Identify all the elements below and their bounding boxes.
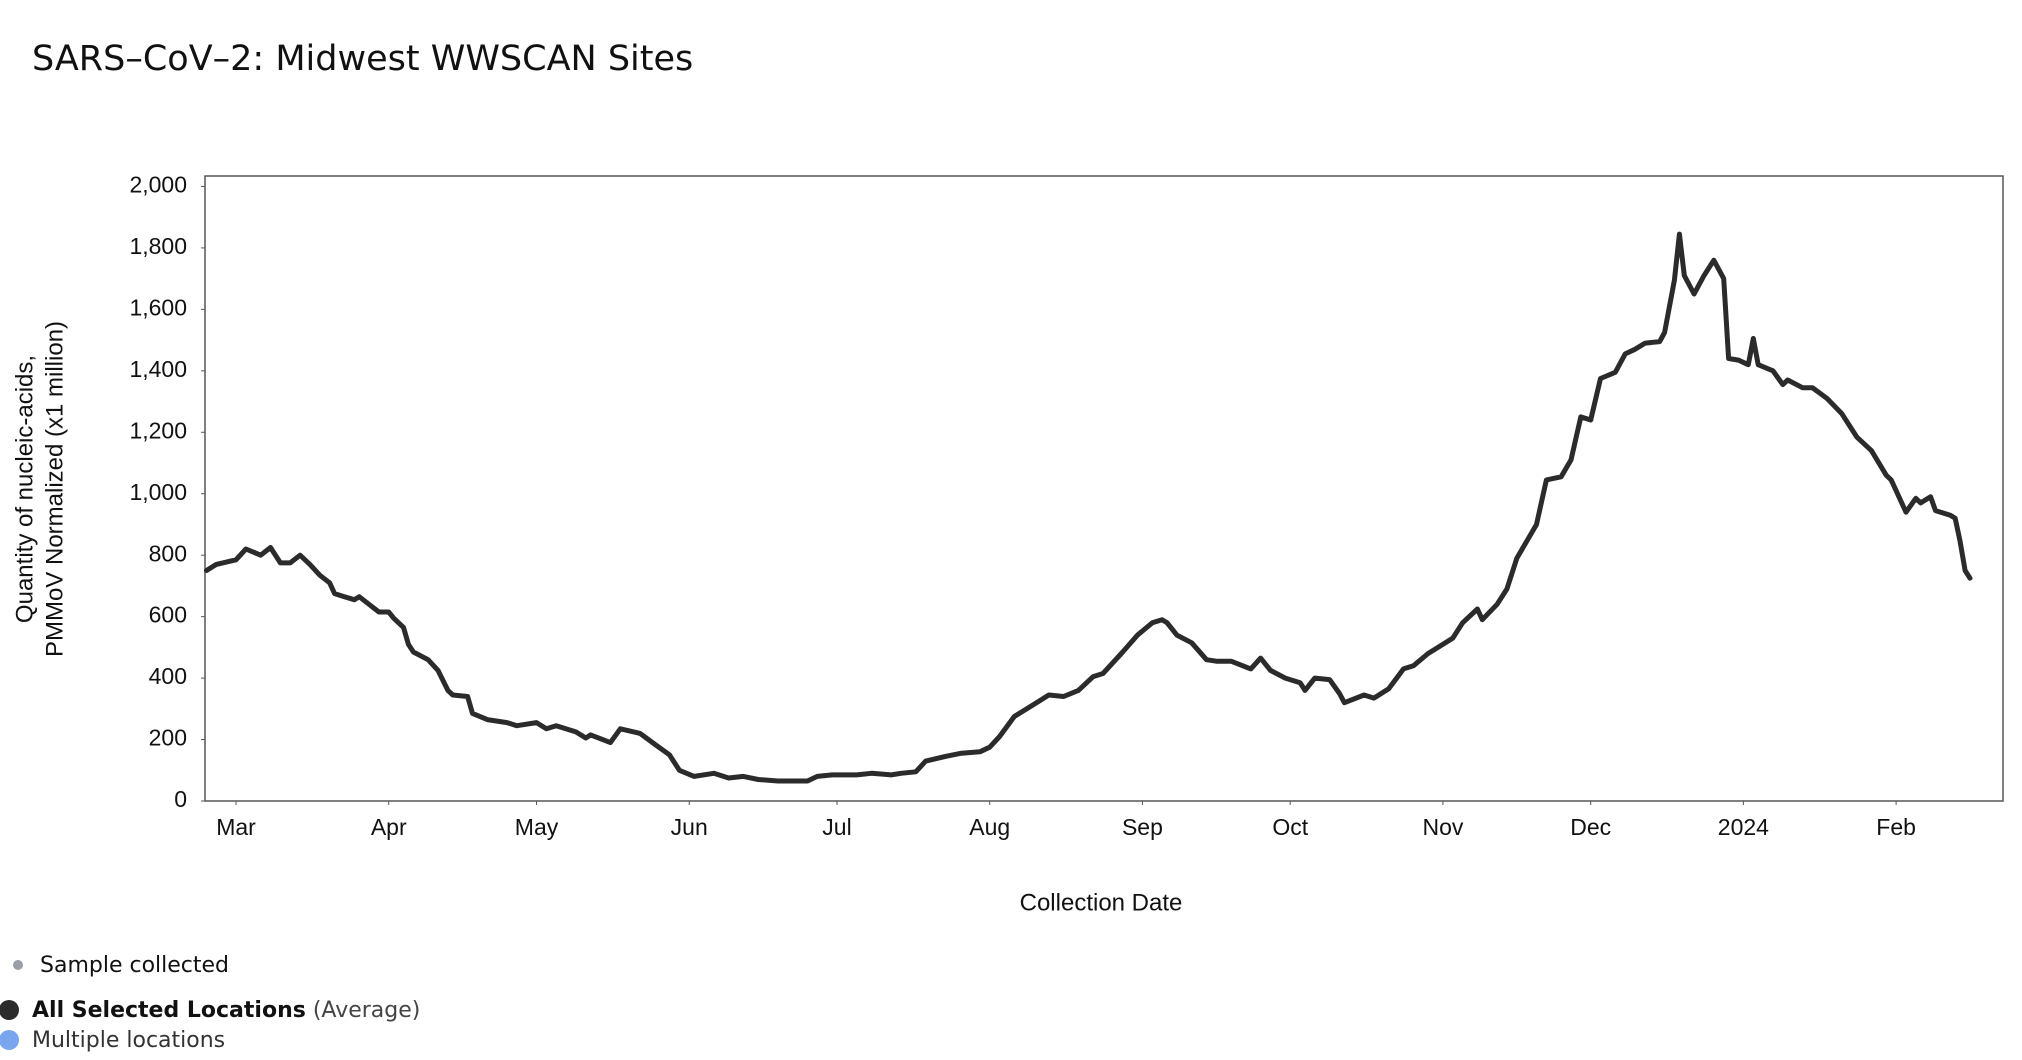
x-tick-label: Nov [1422, 814, 1463, 840]
x-tick-label: Jul [822, 814, 851, 840]
x-tick-label: Apr [371, 814, 407, 840]
legend-label: Sample collected [40, 953, 229, 978]
y-tick-label: 1,600 [129, 294, 187, 320]
x-tick-label: Sep [1122, 814, 1163, 840]
y-tick-label: 1,800 [129, 233, 187, 259]
legend-label: All Selected Locations (Average) [32, 998, 420, 1023]
y-tick-label: 800 [149, 540, 187, 566]
x-tick-label: Aug [969, 814, 1010, 840]
y-tick-label: 1,400 [129, 356, 187, 382]
legend-label: Multiple locations [32, 1028, 225, 1053]
y-tick-label: 200 [149, 725, 187, 751]
y-tick-label: 400 [149, 663, 187, 689]
series-line [204, 231, 1973, 784]
legend-series-suffix: (Average) [313, 998, 421, 1023]
x-axis-label: Collection Date [1020, 889, 1183, 916]
y-tick-label: 1,200 [129, 417, 187, 443]
x-tick-label: Dec [1570, 814, 1611, 840]
x-tick-label: Mar [216, 814, 256, 840]
x-tick-label: 2024 [1718, 814, 1769, 840]
y-axis-label: Quantity of nucleic-acids, [11, 355, 38, 623]
legend-series-name: All Selected Locations [32, 998, 306, 1023]
y-tick-label: 600 [149, 602, 187, 628]
x-tick-label: May [515, 814, 559, 840]
plot-frame [204, 175, 2004, 802]
legend-marker [13, 960, 23, 970]
chart-title: SARS–CoV–2: Midwest WWSCAN Sites [32, 39, 693, 79]
x-tick-label: Oct [1272, 814, 1308, 840]
legend-marker [0, 1030, 19, 1050]
legend-marker [0, 1000, 19, 1020]
y-tick-label: 1,000 [129, 479, 187, 505]
x-tick-label: Feb [1876, 814, 1916, 840]
y-tick-label: 2,000 [129, 172, 187, 198]
x-tick-label: Jun [671, 814, 708, 840]
y-axis-label: PMMoV Normalized (x1 million) [41, 321, 68, 657]
y-tick-label: 0 [174, 786, 187, 812]
